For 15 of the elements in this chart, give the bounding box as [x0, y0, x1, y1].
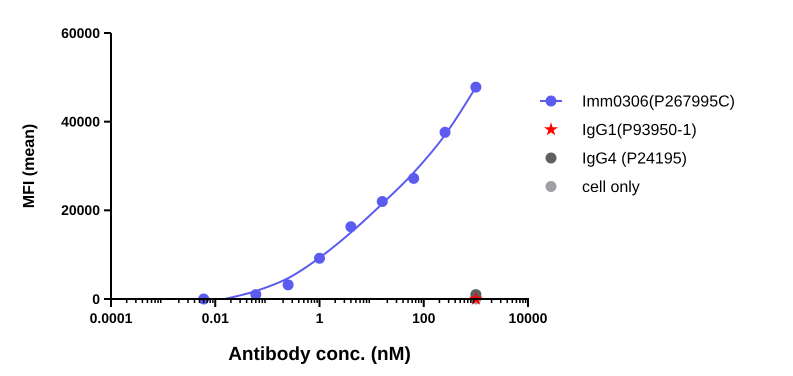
- legend-label: Imm0306(P267995C): [582, 94, 735, 111]
- legend-label: cell only: [582, 179, 640, 196]
- x-axis-title: Antibody conc. (nM): [228, 344, 411, 365]
- y-tick-label: 60000: [61, 24, 100, 41]
- legend-label: IgG1(P93950-1): [582, 122, 697, 140]
- x-tick-label: 1: [316, 310, 324, 326]
- legend-label: IgG4 (P24195): [582, 150, 687, 168]
- y-tick-label: 40000: [61, 114, 100, 130]
- y-axis-title: MFI (mean): [21, 124, 38, 208]
- x-tick-label: 10000: [508, 310, 548, 326]
- y-tick-label: 20000: [61, 202, 100, 218]
- y-tick-label: 0: [92, 290, 100, 307]
- x-tick-label: 0.01: [202, 310, 230, 326]
- x-tick-label: 0.0001: [90, 310, 133, 326]
- x-tick-label: 100: [412, 310, 436, 326]
